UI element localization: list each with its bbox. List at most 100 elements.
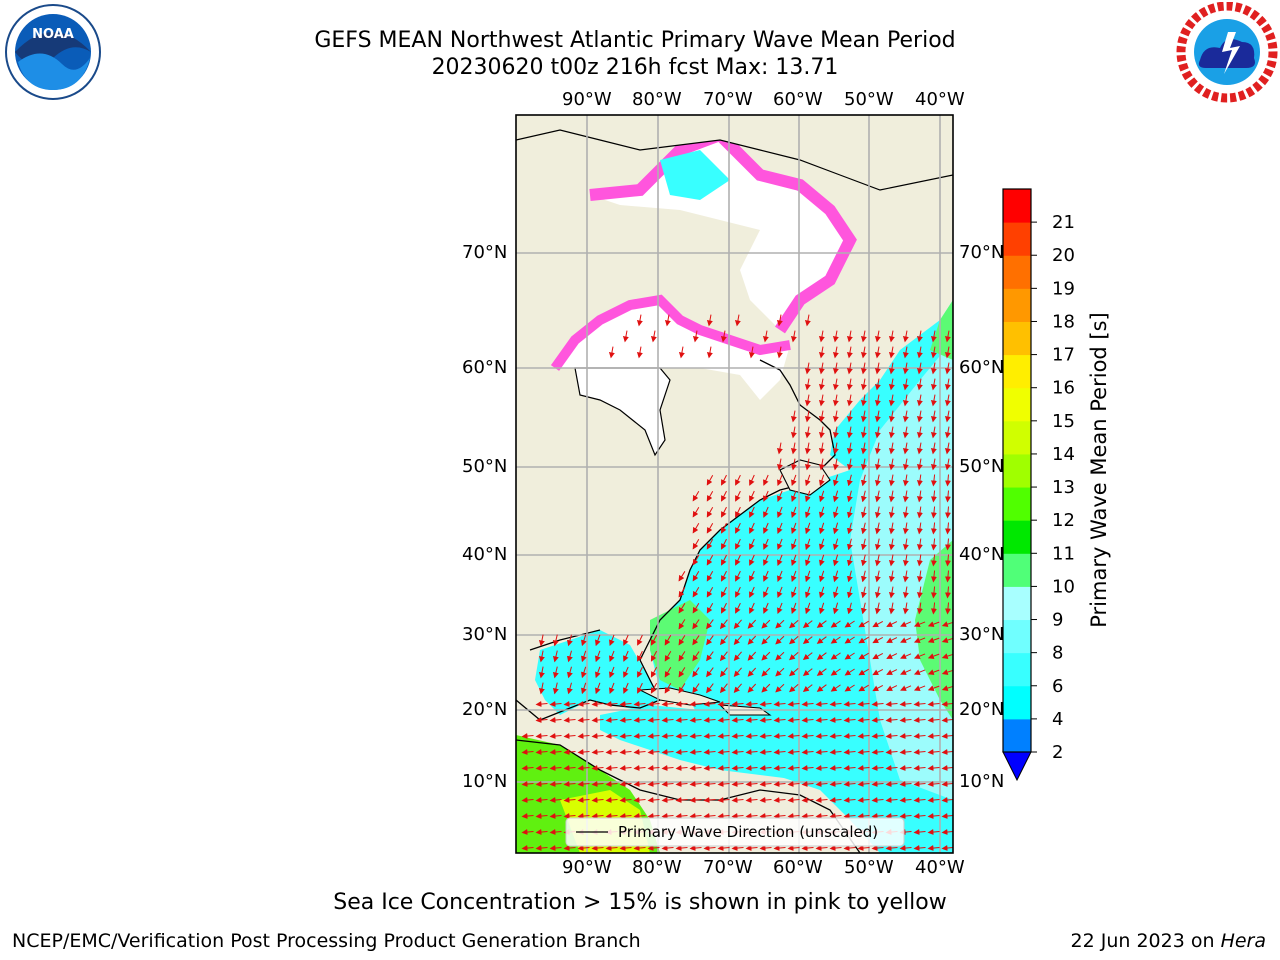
wave-arrow [930, 570, 937, 583]
wave-arrow [899, 813, 912, 820]
colorbar-tick-label: 14 [1052, 444, 1075, 465]
colorbar-tick-label: 12 [1052, 510, 1075, 531]
wave-arrow [819, 490, 825, 503]
wave-arrow [944, 586, 951, 599]
wave-arrow [860, 330, 867, 343]
wave-arrow [830, 652, 841, 660]
wave-arrow [787, 749, 800, 756]
wave-arrow [761, 667, 771, 677]
wave-arrow [581, 666, 587, 679]
wave-arrow [577, 717, 590, 724]
wave-arrow [885, 845, 898, 852]
wave-arrow [818, 378, 825, 391]
wave-arrow [801, 813, 814, 820]
wave-arrow [930, 522, 937, 535]
wave-arrow [930, 362, 937, 375]
wave-arrow [609, 682, 615, 695]
wave-arrow [594, 666, 601, 679]
wave-arrow [804, 314, 811, 327]
wave-arrow [819, 554, 825, 567]
wave-arrow [871, 781, 884, 788]
wave-arrow [927, 829, 940, 836]
wave-arrow [521, 797, 534, 804]
colorbar-block [1003, 288, 1031, 322]
wave-arrow [549, 781, 562, 788]
wave-arrow [706, 490, 714, 502]
wave-arrow [930, 554, 937, 567]
colorbar-tick-label: 18 [1052, 311, 1075, 332]
wave-arrow [832, 602, 839, 615]
wave-arrow [749, 586, 755, 598]
wave-arrow [717, 733, 730, 740]
wave-arrow [609, 650, 615, 663]
wave-arrow [549, 845, 562, 852]
colorbar-block [1003, 487, 1031, 521]
wave-arrow [941, 669, 953, 675]
wave-arrow [941, 781, 953, 788]
wave-arrow [815, 765, 828, 772]
wave-arrow [930, 474, 937, 487]
colorbar-tick-label: 19 [1052, 278, 1075, 299]
wave-arrow [619, 733, 632, 740]
wave-arrow [818, 458, 825, 471]
wave-arrow [843, 781, 856, 788]
wave-arrow [706, 635, 714, 646]
wave-arrow [619, 781, 632, 788]
wave-arrow [927, 845, 940, 852]
wave-arrow [888, 586, 895, 599]
wave-arrow [829, 749, 842, 756]
colorbar-tick-label: 4 [1052, 709, 1063, 730]
wave-arrow [832, 458, 839, 471]
wave-arrow [563, 845, 576, 852]
wave-arrow [916, 394, 923, 407]
wave-arrow [941, 845, 953, 852]
wave-arrow [745, 797, 758, 804]
wave-arrow [720, 330, 727, 343]
lat-label-left-50n: 50°N [462, 456, 508, 477]
wave-arrow [874, 362, 881, 375]
wave-arrow [930, 394, 937, 407]
lon-label-top-70w: 70°W [703, 89, 753, 110]
wave-arrow [790, 442, 797, 455]
wave-arrow [927, 701, 940, 708]
wave-arrow [916, 586, 923, 599]
wave-arrow [622, 330, 629, 343]
wave-arrow [581, 634, 587, 647]
wave-arrow [759, 781, 772, 788]
nws-logo [1176, 2, 1278, 103]
wave-arrow [899, 701, 912, 708]
wave-arrow [900, 653, 912, 659]
footer-credit: NCEP/EMC/Verification Post Processing Pr… [12, 930, 641, 952]
wave-arrow [900, 621, 912, 627]
wave-arrow [706, 554, 714, 566]
wave-arrow [804, 362, 811, 375]
wave-arrow [577, 701, 590, 708]
wave-arrow [872, 652, 884, 660]
wave-arrow [633, 733, 646, 740]
wave-arrow [885, 717, 898, 724]
wave-arrow [927, 797, 940, 804]
wave-arrow [717, 813, 730, 820]
wave-arrow [661, 717, 674, 724]
wave-arrow [857, 717, 870, 724]
wave-arrow [731, 733, 744, 740]
wave-arrow [733, 635, 742, 645]
wave-arrow [689, 845, 702, 852]
wave-arrow [927, 717, 940, 724]
wave-arrow [885, 781, 898, 788]
wave-arrow [735, 570, 741, 582]
wave-arrow [930, 346, 937, 359]
wave-arrow [791, 474, 797, 487]
wave-arrow [846, 602, 853, 615]
wave-arrow [930, 378, 937, 391]
wave-arrow [857, 733, 870, 740]
colorbar-tick-label: 2 [1052, 742, 1063, 763]
wave-arrow [816, 668, 827, 676]
wave-arrow [650, 650, 658, 662]
wave-arrow [886, 637, 898, 643]
wave-arrow [647, 749, 660, 756]
wave-arrow [886, 621, 898, 627]
wave-arrow [832, 426, 839, 439]
wave-arrow [801, 749, 814, 756]
lon-label-bottom-60w: 60°W [773, 857, 823, 878]
